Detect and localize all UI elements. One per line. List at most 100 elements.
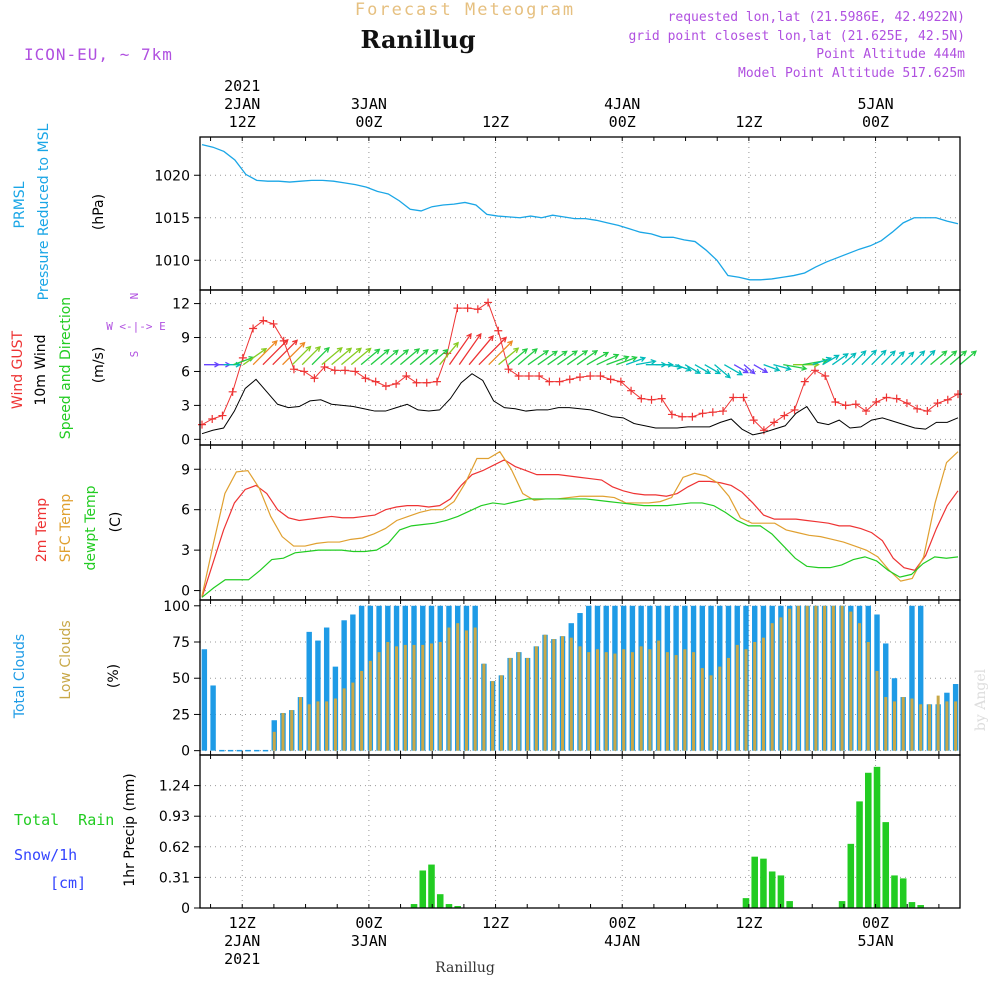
gust-marker (831, 398, 840, 407)
wind-direction-arrow (409, 349, 429, 366)
wind-direction-arrow (390, 349, 410, 366)
gust-marker (851, 400, 860, 409)
low-cloud-bar (421, 644, 425, 751)
compass-n: N (128, 293, 141, 300)
wind-direction-arrow (517, 348, 538, 366)
wind-direction-arrow (684, 364, 702, 374)
y-tick-label: 6 (181, 503, 190, 519)
wind-direction-arrow (733, 364, 749, 374)
low-cloud-bar (456, 623, 460, 751)
wind-direction-arrow (959, 350, 977, 366)
rain-bar (436, 894, 444, 908)
wind-direction-arrow (557, 350, 578, 366)
gust-marker (596, 371, 605, 380)
point-altitude: Point Altitude 444m (816, 47, 965, 62)
low-cloud-bar (482, 663, 486, 751)
low-cloud-bar (595, 649, 599, 751)
y-tick-label: 3 (181, 398, 190, 414)
gust-marker (739, 393, 748, 402)
temp-sfc-label: SFC Temp (58, 494, 74, 563)
gust-marker (218, 411, 227, 420)
time-label-bottom: 2021 (224, 950, 260, 968)
wind-direction-arrow (655, 361, 674, 368)
low-cloud-bar (849, 611, 853, 751)
gust-marker (565, 375, 574, 384)
y-tick-label: 50 (172, 671, 190, 687)
time-label-top: 4JAN (604, 95, 640, 113)
wind-direction-arrow (714, 364, 732, 379)
rain-bar (410, 904, 418, 908)
plot-layer: 1010101510200369120369025507510000.310.6… (154, 77, 977, 968)
low-cloud-bar (499, 675, 503, 751)
y-tick-label: 12 (172, 297, 190, 313)
wind-direction-arrow (282, 341, 306, 366)
temp-dewpt-line (201, 498, 959, 598)
gust-marker (637, 394, 646, 403)
wind-direction-arrow (566, 350, 589, 366)
gust-marker (729, 393, 738, 402)
gust-marker (954, 390, 962, 399)
low-cloud-bar (438, 642, 442, 751)
rain-bar (908, 902, 916, 908)
y-tick-label: 9 (181, 331, 190, 347)
temp-2m-label: 2m Temp (34, 498, 50, 562)
low-cloud-bar (534, 646, 538, 751)
gust-marker (504, 365, 513, 374)
low-cloud-bar (517, 652, 521, 751)
y-tick-label: 1015 (154, 211, 190, 227)
forecast-title: Forecast Meteogram (355, 0, 575, 20)
y-tick-label: 100 (163, 599, 190, 615)
wind-direction-arrow (262, 338, 289, 366)
gust-marker (780, 411, 789, 420)
wind-direction-arrow (498, 347, 520, 366)
low-cloud-bar (543, 634, 547, 751)
low-cloud-bar (927, 704, 931, 751)
gust-marker (341, 366, 350, 375)
rain-bar (742, 898, 750, 908)
wind-direction-arrow (890, 351, 905, 366)
snow-unit-label: [cm] (50, 874, 86, 892)
y-tick-label: 1.24 (159, 779, 190, 795)
time-label-top: 5JAN (857, 95, 893, 113)
low-cloud-bar (403, 644, 407, 751)
total-cloud-bar (883, 643, 889, 751)
low-cloud-bar (823, 605, 827, 751)
wind-speed-dir-label: Speed and Direction (58, 297, 74, 439)
low-cloud-bar (552, 639, 556, 751)
low-cloud-bar (351, 682, 355, 751)
temp-dewpt-label: dewpt Temp (83, 485, 99, 570)
gust-marker (402, 371, 411, 380)
low-cloud-bar (814, 605, 818, 751)
low-cloud-bar (753, 642, 757, 751)
gust-marker (555, 377, 564, 386)
time-label-bottom: 5JAN (857, 932, 893, 950)
low-cloud-bar (875, 670, 879, 751)
wind-direction-arrow (448, 332, 472, 366)
wind-direction-arrow (606, 355, 630, 366)
gust-marker (381, 382, 390, 391)
time-label-top: 00Z (862, 113, 889, 131)
credit: by Angel (973, 668, 989, 731)
gust-marker (902, 399, 911, 408)
low-cloud-bar (796, 605, 800, 751)
y-tick-label: 0 (181, 744, 190, 760)
gust-marker (872, 398, 881, 407)
temp-unit-label: (C) (108, 512, 124, 533)
wind-direction-arrow (851, 350, 867, 366)
low-cloud-bar (919, 704, 923, 751)
total-cloud-bar (315, 640, 321, 751)
wind-direction-arrow (822, 354, 840, 366)
low-cloud-bar (858, 623, 862, 751)
y-tick-label: 1020 (154, 168, 190, 184)
rain-bar (445, 904, 453, 908)
total-cloud-bar (201, 649, 208, 751)
gust-marker (432, 377, 441, 386)
gust-marker (882, 393, 891, 402)
gust-marker (678, 412, 687, 421)
gust-marker (719, 407, 728, 416)
pressure-label-prmsl: PRMSL (12, 181, 28, 228)
wind-direction-arrow (380, 349, 399, 366)
wind-direction-arrow (625, 356, 647, 366)
gust-marker (749, 416, 758, 425)
